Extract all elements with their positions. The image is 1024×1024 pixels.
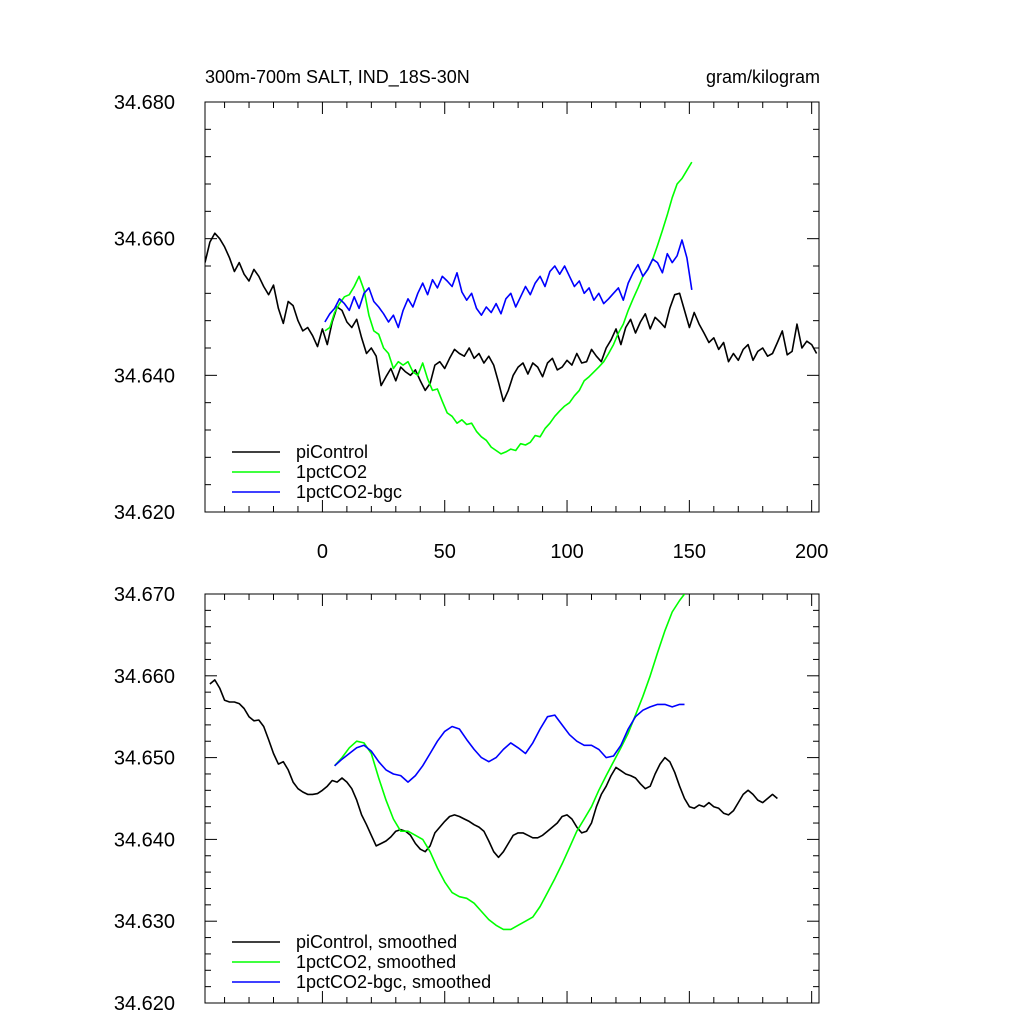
bottom-panel: 34.620 34.630 34.640 34.650 34.660 34.670 piCo…	[114, 584, 820, 1015]
legend-label: piControl	[296, 442, 368, 462]
x-tick-label: 0	[317, 541, 328, 563]
series-line-3	[334, 703, 685, 783]
y-tick-label: 34.660	[114, 229, 175, 251]
x-tick-label: 50	[434, 541, 456, 563]
plot-frame	[204, 593, 820, 1004]
y-tick-label: 34.620	[114, 993, 175, 1015]
series-line-3	[324, 239, 693, 329]
y-tick-label: 34.650	[114, 748, 175, 770]
top-panel: 0 50 100 150 200 34.620 34.640 34.660 34.680 piCo…	[114, 92, 829, 563]
legend-label: 1pctCO2-bgc, smoothed	[296, 972, 491, 992]
top-title-right: gram/kilogram	[706, 67, 820, 87]
y-tick-label: 34.670	[114, 584, 175, 606]
series-line-2	[334, 594, 686, 931]
series-line-1	[209, 679, 778, 859]
top-title-left: 300m-700m SALT, IND_18S-30N	[205, 67, 470, 88]
series-line-1	[205, 232, 818, 403]
x-tick-label: 150	[673, 541, 706, 563]
y-tick-label: 34.620	[114, 502, 175, 524]
plot-frame	[204, 101, 820, 513]
y-tick-label: 34.680	[114, 92, 175, 114]
y-tick-label: 34.640	[114, 829, 175, 851]
series-line-2	[324, 161, 693, 455]
legend-label: 1pctCO2, smoothed	[296, 952, 456, 972]
legend-label: 1pctCO2-bgc	[296, 482, 402, 502]
x-tick-label: 100	[550, 541, 583, 563]
y-tick-label: 34.660	[114, 666, 175, 688]
legend-label: 1pctCO2	[296, 462, 367, 482]
y-tick-label: 34.630	[114, 911, 175, 933]
legend-label: piControl, smoothed	[296, 932, 457, 952]
y-tick-label: 34.640	[114, 365, 175, 387]
x-tick-label: 200	[795, 541, 828, 563]
